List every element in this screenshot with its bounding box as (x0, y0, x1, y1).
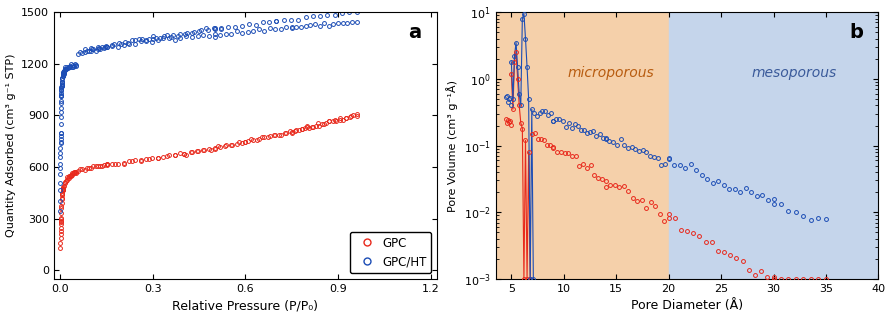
Bar (495, 12, 668, 279)
Text: a: a (408, 23, 421, 42)
Legend: GPC, GPC/HT: GPC, GPC/HT (350, 232, 431, 273)
Bar (668, 12, 879, 279)
Text: b: b (849, 23, 863, 42)
Y-axis label: Quantity Adsorbed (cm³ g⁻¹ STP): Quantity Adsorbed (cm³ g⁻¹ STP) (5, 54, 15, 237)
X-axis label: Pore Diameter (Å): Pore Diameter (Å) (631, 300, 743, 313)
Text: microporous: microporous (567, 66, 654, 80)
Text: mesoporous: mesoporous (751, 66, 837, 80)
Y-axis label: Pore Volume (cm³ g⁻¹Å): Pore Volume (cm³ g⁻¹Å) (446, 80, 458, 211)
X-axis label: Relative Pressure (P/P₀): Relative Pressure (P/P₀) (173, 300, 318, 313)
